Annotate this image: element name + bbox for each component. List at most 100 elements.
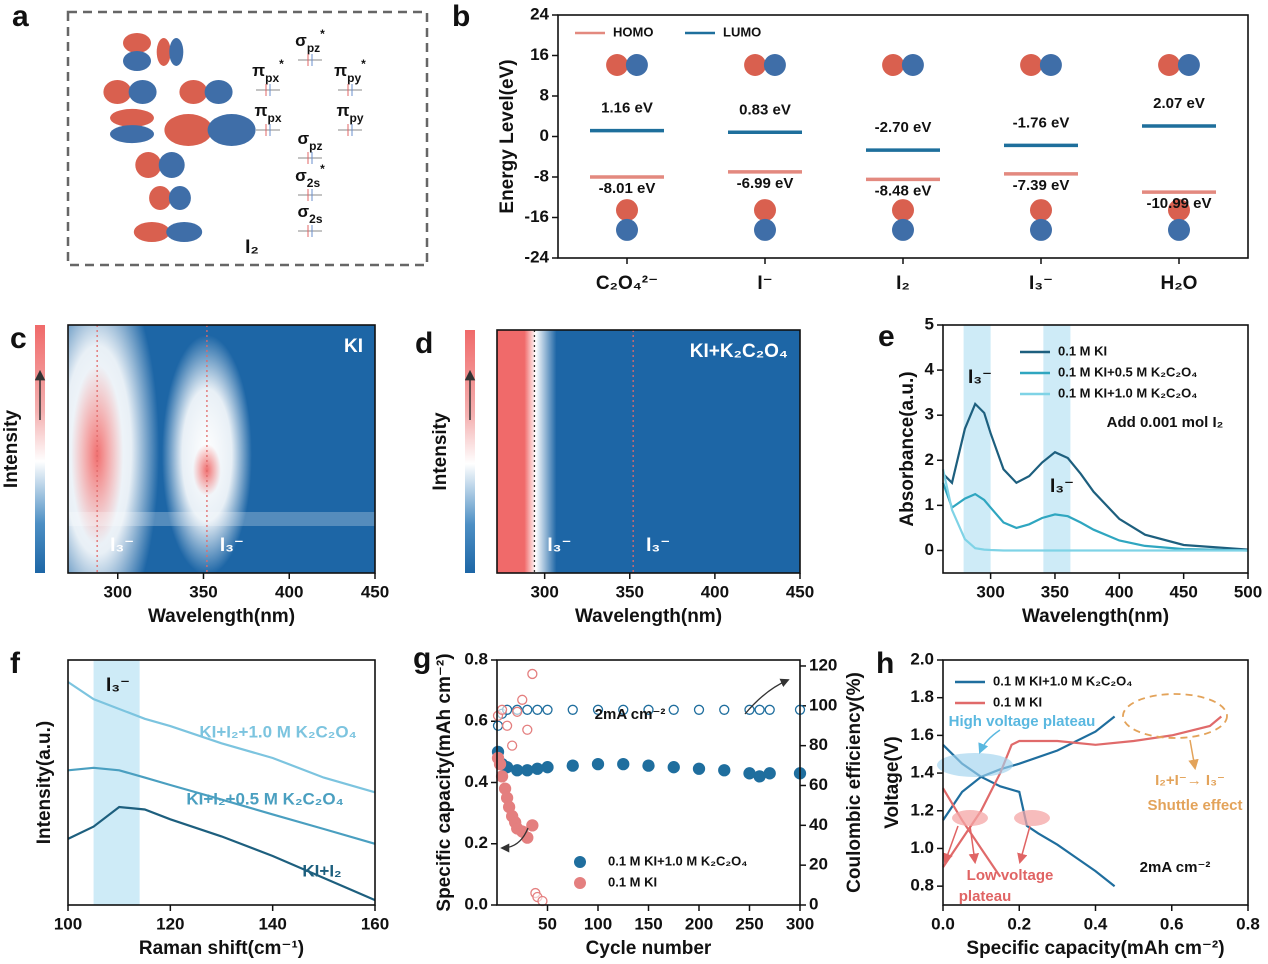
capacity-point <box>531 762 544 775</box>
x-axis-title: Wavelength(nm) <box>575 606 722 627</box>
y-tick-label: 0.4 <box>464 772 488 791</box>
band-label: I₃⁻ <box>106 675 130 696</box>
orbital-lobe <box>103 80 132 104</box>
orbital-lobe <box>1030 199 1052 222</box>
orbital-superscript: * <box>279 57 284 71</box>
annotation-arrow <box>942 825 959 864</box>
plot-frame <box>557 14 1249 259</box>
y-tick-label: 1.0 <box>910 838 934 857</box>
x-tick-label: 400 <box>701 582 729 601</box>
orbital-lobe <box>168 186 191 210</box>
legend-label: HOMO <box>613 24 653 39</box>
heatmap-high <box>497 330 527 573</box>
x-tick-label: I₃⁻ <box>1029 273 1053 294</box>
orbital-symbol: σ <box>295 31 307 50</box>
x-axis-title: Cycle number <box>586 938 712 959</box>
x-tick-label: 300 <box>786 914 814 933</box>
highlight-region <box>1122 693 1228 739</box>
band-label: I₃⁻ <box>1050 476 1074 497</box>
legend-marker <box>574 877 586 889</box>
x-tick-label: 350 <box>616 582 644 601</box>
color-bar <box>465 330 475 573</box>
data-line <box>942 401 1249 551</box>
x-tick-label: 450 <box>361 582 389 601</box>
data-line <box>67 766 376 845</box>
x-axis-title: Specific capacity(mAh cm⁻²) <box>966 938 1224 959</box>
data-line <box>941 482 1249 552</box>
efficiency-point <box>507 740 518 751</box>
y-tick-label: -24 <box>524 247 549 266</box>
efficiency-point <box>754 704 765 715</box>
panel-letter: h <box>876 647 894 680</box>
orbital-subscript: pz <box>307 41 320 55</box>
panel-frame <box>66 10 429 267</box>
orbital-subscript: 2s <box>307 176 321 190</box>
orbital-lobe <box>763 54 786 76</box>
orbital-subscript: pz <box>309 139 322 153</box>
data-line <box>941 469 1248 552</box>
orbital-lobe <box>892 218 914 241</box>
x-tick-label: 100 <box>54 914 82 933</box>
orbital-subscript: py <box>347 71 361 85</box>
orbital-lobe <box>616 218 638 241</box>
heatmap-band <box>68 512 375 526</box>
panel-letter: f <box>10 647 21 680</box>
plot-frame <box>67 659 376 906</box>
y-tick-label: 0.8 <box>910 876 934 895</box>
x-tick-label: 250 <box>735 914 763 933</box>
legend-label: 0.1 M KI+1.0 M K₂C₂O₄ <box>1058 385 1197 400</box>
plot-frame <box>942 324 1249 574</box>
orbital-label: σ2s <box>298 202 323 226</box>
orbital-label: πpy* <box>334 57 366 85</box>
x-tick-label: 450 <box>1169 582 1197 601</box>
x-tick-label: 200 <box>685 914 713 933</box>
y-tick-label: 1.4 <box>910 763 934 782</box>
x-tick-label: 450 <box>786 582 814 601</box>
value-label: -10.99 eV <box>1146 195 1211 212</box>
annotation-arrow <box>968 825 980 865</box>
x-tick-label: 0.4 <box>1084 914 1108 933</box>
legend-label: 0.1 M KI+1.0 M K₂C₂O₄ <box>608 853 747 868</box>
annotation-arrow <box>978 729 1001 754</box>
orbital-superscript: * <box>361 57 366 71</box>
y-tick-label: 4 <box>925 360 935 379</box>
orbital-lobe <box>123 51 151 71</box>
y-axis-title: Intensity(a.u.) <box>34 721 55 845</box>
y-tick-label: -8 <box>534 166 549 185</box>
capacity-point <box>763 767 776 780</box>
capacity-point <box>718 764 731 777</box>
efficiency-point <box>527 668 538 680</box>
peak-label: I₃⁻ <box>646 535 670 556</box>
series-label: KI+I₂ <box>302 861 341 880</box>
annotation: 2mA cm⁻² <box>595 706 666 723</box>
peak-label: I₃⁻ <box>220 535 244 556</box>
annotation-arrow <box>1188 739 1199 771</box>
orbital-lobe <box>882 54 905 76</box>
capacity-point <box>667 761 680 774</box>
annotation: plateau <box>959 888 1012 905</box>
y-axis-title: Intensity <box>1 410 22 489</box>
efficiency-point <box>501 720 513 731</box>
panel-letter: g <box>413 642 431 675</box>
orbital-subscript: px <box>268 111 282 125</box>
y-axis-title: Voltage(V) <box>882 736 903 829</box>
x-tick-label: 0.0 <box>931 914 955 933</box>
x-tick-label: 300 <box>530 582 558 601</box>
annotation-arrow <box>1017 825 1031 865</box>
heatmap-edge <box>524 330 557 573</box>
y-tick-label: 1 <box>925 495 934 514</box>
capacity-point <box>541 761 554 774</box>
x-tick-label: H₂O <box>1161 273 1198 294</box>
y2-axis-title: Coulombic efficiency(%) <box>844 672 865 893</box>
capacity-point <box>743 767 756 780</box>
y-tick-label: 3 <box>925 405 934 424</box>
orbital-label: σpz <box>298 129 323 153</box>
y-tick-label: 2.0 <box>910 649 934 668</box>
x-tick-label: 150 <box>634 914 662 933</box>
orbital-lobe <box>892 199 914 222</box>
plot-frame <box>496 659 801 906</box>
orbital-lobe <box>128 80 157 104</box>
y-tick-label: 0.2 <box>464 833 488 852</box>
x-tick-label: C₂O₄²⁻ <box>596 273 658 294</box>
highlight-region <box>952 810 988 826</box>
